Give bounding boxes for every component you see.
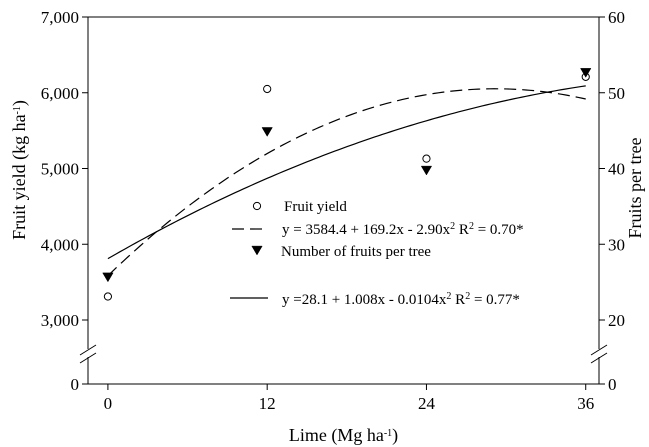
y-left-zero-label: 0 [71,375,80,394]
y-right-tick-label: 40 [608,160,625,179]
fruit-yield-point [103,292,113,301]
y-right-tick-label: 20 [608,311,625,330]
right-axis-break-mark-b [590,352,608,364]
legend-fruit-yield-equation: y = 3584.4 + 169.2x - 2.90x2 R2 = 0.70* [282,221,524,239]
y-left-tick-label: 3,000 [41,311,79,330]
right-axis-break-mark-a [590,344,608,356]
fruits-per-tree-fit-curve [107,85,586,260]
fruit-yield-point [263,84,272,94]
legend: Fruit yield y = 3584.4 + 169.2x - 2.90x2 … [230,199,524,308]
x-tick-label: 24 [418,394,436,413]
y-right-axis-title: Fruits per tree [625,138,645,239]
x-tick-label: 12 [259,394,276,413]
y-left-axis-title: Fruit yield (kg ha-1) [9,100,30,240]
fit-curves [107,85,586,277]
fruit-yield-point [422,154,431,163]
x-tick-label: 36 [577,394,594,413]
y-left-tick-label: 5,000 [41,160,79,179]
legend-fruits-per-tree-label: Number of fruits per tree [281,244,431,260]
legend-fruits-per-tree-marker [251,245,263,256]
x-tick-label: 0 [104,394,113,413]
fruits-per-tree-point [102,272,114,283]
data-points [102,68,592,301]
fruit-yield-fit-curve [107,88,586,277]
legend-fruit-yield-marker [252,201,262,211]
y-left-tick-label: 7,000 [41,8,79,27]
y-left-tick-label: 4,000 [41,235,79,254]
y-right-tick-label: 30 [608,235,625,254]
y-right-tick-label: 60 [608,8,625,27]
y-right-zero-label: 0 [608,375,617,394]
y-left-tick-label: 6,000 [41,84,79,103]
fruits-per-tree-point [580,68,592,78]
legend-fruits-per-tree-equation: y =28.1 + 1.008x - 0.0104x2 R2 = 0.77* [282,291,520,309]
left-axis-break-mark-b [79,352,97,364]
fruits-per-tree-point [420,165,433,176]
legend-fruit-yield-label: Fruit yield [284,199,347,215]
y-right-tick-label: 50 [608,84,625,103]
axes: 3,000 4,000 5,000 6,000 7,000 0 20 30 40 50 60 0 0 12… [9,8,645,446]
left-axis-break-mark-a [79,344,97,356]
fruits-per-tree-point [261,127,273,137]
x-axis-title: Lime (Mg ha-1) [289,425,398,446]
